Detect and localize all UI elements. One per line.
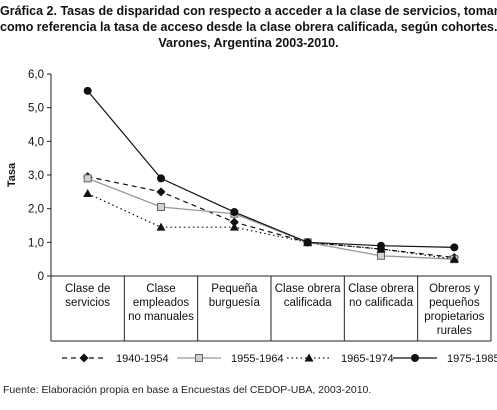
x-category-label: empleados <box>133 297 190 309</box>
x-category-label: pequeños <box>429 297 480 309</box>
x-category-label: Clase de <box>65 283 110 295</box>
y-tick-label: 2,0 <box>28 204 44 216</box>
x-category-label: Obreros y <box>429 283 480 295</box>
data-point-1965-1974 <box>156 222 166 231</box>
y-axis-title: Tasa <box>6 162 18 187</box>
x-category-label: Clase <box>146 283 175 295</box>
title-line-3: Varones, Argentina 2003-2010. <box>158 36 339 50</box>
data-point-1955-1964 <box>83 174 92 183</box>
series-line-1940-1954 <box>87 176 455 259</box>
data-point-1975-1985 <box>303 238 312 247</box>
y-tick-label: 5,0 <box>28 103 44 115</box>
series-line-1955-1964 <box>87 177 455 260</box>
series-line-1975-1985 <box>87 90 455 248</box>
data-point-1940-1954 <box>229 217 239 227</box>
data-point-1975-1985 <box>83 86 92 95</box>
data-point-1940-1954 <box>156 187 166 197</box>
title-line-2: como referencia la tasa de acceso desde … <box>0 20 497 34</box>
legend-label: 1965-1974 <box>341 353 394 365</box>
x-category-label: no calificada <box>349 297 414 309</box>
legend-marker-1965-1974 <box>304 353 314 362</box>
y-tick-label: 0 <box>38 271 44 283</box>
legend-marker-1975-1985 <box>411 354 419 362</box>
x-category-label: Pequeña <box>211 283 258 295</box>
x-category-label: calificada <box>284 297 333 309</box>
x-category-label: rurales <box>437 325 472 337</box>
legend-marker-1940-1954 <box>79 353 89 363</box>
data-point-1965-1974 <box>449 254 459 263</box>
y-tick-label: 1,0 <box>28 237 44 249</box>
title-line-1: Gráfica 2. Tasas de disparidad con respe… <box>0 4 497 18</box>
x-category-label: no manuales <box>128 311 194 323</box>
y-tick-label: 6,0 <box>28 69 44 81</box>
data-point-1975-1985 <box>377 241 385 250</box>
x-category-label: servicios <box>65 297 110 309</box>
data-point-1975-1985 <box>157 174 165 183</box>
x-category-label: Clase obrera <box>275 283 341 295</box>
data-point-1965-1974 <box>229 222 239 231</box>
chart-title: Gráfica 2. Tasas de disparidad con respe… <box>0 3 497 51</box>
data-point-1955-1964 <box>157 202 165 211</box>
data-point-1975-1985 <box>230 208 239 217</box>
x-category-label: burguesía <box>209 297 261 309</box>
y-tick-label: 3,0 <box>28 170 44 182</box>
y-tick-label: 4,0 <box>28 136 44 148</box>
legend-label: 1975-1985 <box>447 353 497 365</box>
data-point-1955-1964 <box>377 251 385 260</box>
data-point-1965-1974 <box>83 189 93 198</box>
series-line-1965-1974 <box>87 192 455 260</box>
legend-label: 1940-1954 <box>116 353 169 365</box>
legend-marker-1955-1964 <box>195 354 203 362</box>
legend-label: 1955-1964 <box>231 353 284 365</box>
x-category-label: Clase obrera <box>348 283 414 295</box>
x-category-label: propietarios <box>424 311 484 323</box>
data-point-1975-1985 <box>450 243 459 252</box>
source-note: Fuente: Elaboración propia en base a Enc… <box>3 384 372 396</box>
